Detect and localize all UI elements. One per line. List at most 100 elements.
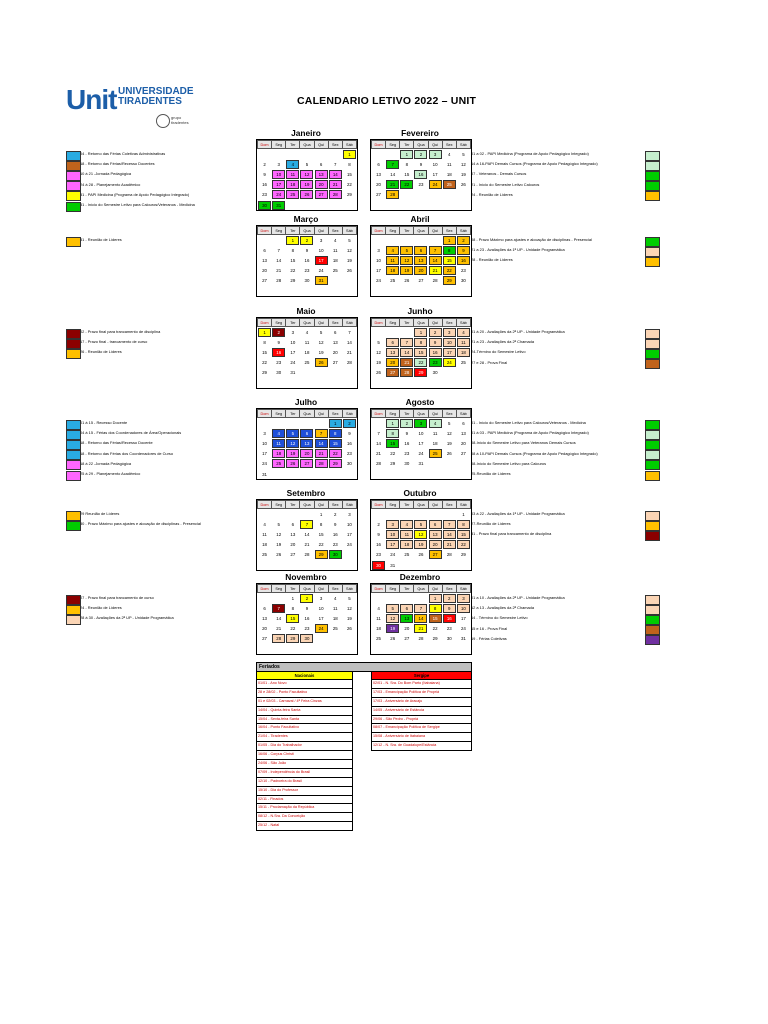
day-cell: 9 [419, 161, 423, 167]
day-cell: 26 [446, 451, 452, 457]
weekday-header: Sex [441, 140, 457, 149]
day-cell: 28 [346, 360, 352, 366]
day-cell: 16 [262, 182, 267, 188]
legend-text: 19 - Férias Coletivas [471, 635, 507, 641]
day-cell: 10 [318, 247, 324, 253]
day-cell: 27 [314, 190, 328, 200]
weekday-header: Dom [256, 318, 273, 327]
day-cell: 24 [272, 190, 286, 200]
day-cell: 16 [304, 615, 310, 621]
day-cell: 23 [276, 360, 282, 366]
day-cell: 2 [342, 418, 356, 428]
day-cell: 29 [442, 276, 456, 286]
weekday-header: Sex [327, 318, 343, 327]
day-cell: 28 [328, 190, 342, 200]
day-cell: 27 [376, 192, 381, 198]
day-cell: 17 [318, 615, 324, 621]
day-cell: 2 [334, 511, 337, 517]
legend-swatch [645, 450, 660, 461]
holiday-row: 14/05 - Aniversário de Estância [371, 706, 472, 716]
legend-text: 01 à 15 - Recesso Docente [80, 420, 128, 425]
day-cell: 12 [318, 339, 324, 345]
legend-text: 18 - Retorno das Férias dos Coordenadore… [80, 450, 173, 456]
legend-text: 28 à 30 - Avaliações da 2ª UP - Unidade … [80, 615, 174, 621]
day-cell: 26 [300, 190, 314, 200]
day-cell: 8 [319, 521, 323, 527]
day-cell: 19 [286, 449, 300, 459]
day-cell: 29 [432, 636, 438, 642]
day-cell: 7 [314, 428, 328, 438]
day-cell: 11 [286, 169, 300, 179]
legend-swatch [66, 150, 81, 161]
holiday-row: 16/06 - Corpus Christi [256, 751, 353, 761]
month-name: Julho [294, 397, 318, 407]
legend-swatch [645, 256, 660, 267]
weekday-header: Qua [413, 226, 429, 235]
legend-text: 24 à 28 - Planejamento Acadêmico [80, 181, 141, 187]
day-cell: 10 [456, 603, 470, 613]
day-cell: 8 [291, 247, 295, 253]
day-cell: 1 [342, 149, 356, 159]
day-cell: 1 [319, 511, 323, 517]
weekday-header: Seg [385, 584, 401, 593]
day-cell: 24 [460, 626, 466, 632]
day-cell: 23 [346, 451, 352, 457]
legend-swatch [645, 338, 660, 349]
day-cell: 10 [272, 169, 286, 179]
legend-swatch [66, 170, 81, 181]
day-cell: 18 [272, 449, 286, 459]
legend-text: 12 a 13 - Avaliações da 2ª Chamada [471, 605, 535, 611]
month-name: Novembro [285, 572, 327, 582]
legend-text: 24 - Reunião de Líderes [80, 605, 122, 611]
legend-text: 31 - PAPI Medicina (Programa de Apoio Pe… [80, 191, 190, 197]
day-cell: 22 [390, 451, 396, 457]
legend-text: 02 - Prazo final para trancamento de dis… [80, 329, 161, 334]
day-cell: 22 [400, 180, 414, 190]
day-cell: 24 [376, 278, 381, 284]
day-cell: 27 [262, 636, 267, 642]
weekday-header: Sáb [341, 226, 358, 235]
day-cell: 4 [428, 418, 442, 428]
day-cell: 2 [400, 418, 414, 428]
weekday-header: Seg [271, 409, 287, 418]
weekday-header: Sex [441, 409, 457, 418]
day-cell: 30 [446, 636, 452, 642]
legend-swatch [645, 530, 660, 541]
weekday-header: Ter [285, 318, 301, 327]
day-cell: 11 [446, 161, 452, 167]
weekday-header: Dom [370, 584, 387, 593]
day-cell: 20 [262, 626, 267, 632]
day-cell: 25 [428, 449, 442, 459]
legend-text: 07 - Veteranos - Demais Cursos [471, 171, 527, 177]
logo-wordmark: Unit [66, 84, 117, 115]
day-cell: 15 [404, 171, 410, 177]
legend-text: 25-Reunião de Líderes [471, 471, 511, 476]
day-cell: 20 [376, 182, 381, 188]
day-cell: 3 [442, 327, 456, 337]
weekday-header: Sex [327, 140, 343, 149]
day-cell: 18 [332, 257, 338, 263]
day-cell: 21 [386, 180, 400, 190]
day-cell: 17 [262, 451, 267, 457]
day-cell: 12 [346, 247, 352, 253]
day-cell: 30 [276, 370, 282, 376]
legend-swatch [645, 236, 660, 247]
weekday-header: Seg [271, 226, 287, 235]
day-cell: 22 [432, 626, 438, 632]
day-cell: 8 [405, 161, 409, 167]
legend-text: 31 - Início do Semestre Letivo para Calo… [80, 202, 195, 207]
day-cell: 10 [442, 337, 456, 347]
day-cell: 19 [446, 440, 452, 446]
day-cell: 4 [263, 521, 266, 527]
day-cell: 3 [414, 418, 428, 428]
holidays-table: Feriados Nacionais 01/01 - Ano Novo 28 e … [256, 662, 472, 832]
day-cell: 5 [377, 339, 380, 345]
day-cell: 21 [442, 540, 456, 550]
day-cell: 14 [314, 438, 328, 448]
legend-swatch [645, 520, 660, 531]
day-cell: 17 [418, 440, 424, 446]
month-name: Janeiro [291, 128, 321, 138]
day-cell: 19 [300, 180, 314, 190]
weekday-header: Ter [399, 318, 415, 327]
weekday-header: Sex [441, 318, 457, 327]
